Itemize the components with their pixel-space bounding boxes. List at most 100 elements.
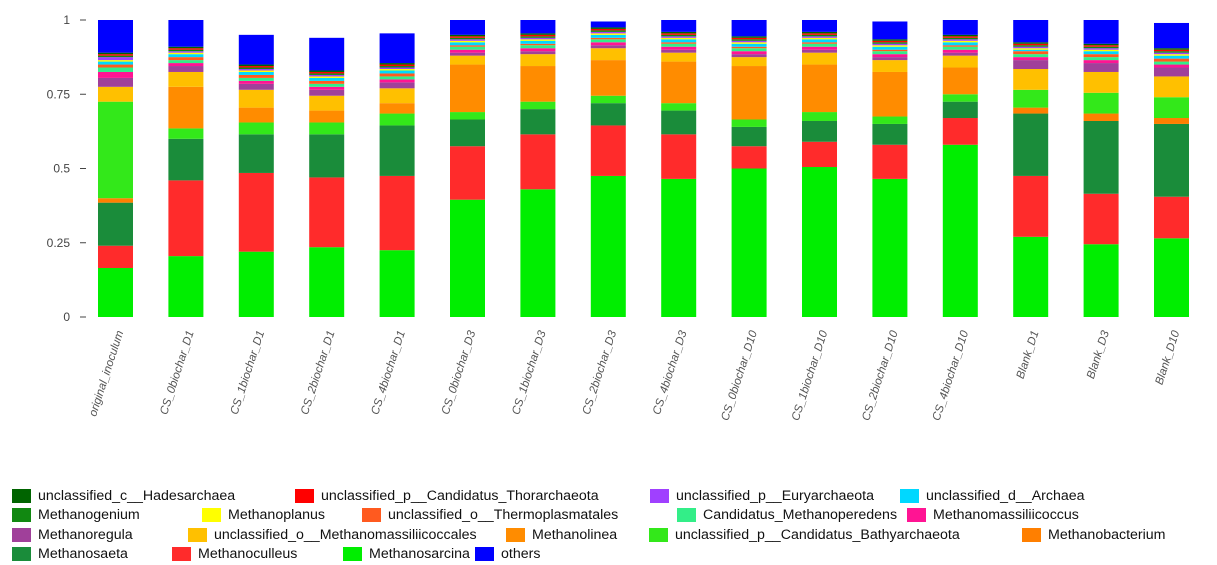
- bar-segment-unclassified-p-euryarchaeota: [942, 39, 978, 41]
- bar-segment-unclassified-p-euryarchaeota: [1083, 48, 1119, 50]
- bar-segment-unclassified-p-candidatus-bathyarchaeota: [379, 113, 415, 126]
- bar-segment-methanogenium: [661, 34, 697, 37]
- bar-segment-methanoculleus: [942, 118, 978, 145]
- bar-segment-unclassified-o-methanomassiliicoccales: [168, 71, 204, 87]
- bar-segment-candidatus-methanoperedens: [309, 83, 345, 87]
- bar-segment-unclassified-p-candidatus-bathyarchaeota: [520, 101, 556, 110]
- bar-segment-methanoplanus: [802, 37, 837, 40]
- bar-segment-candidatus-methanoperedens: [379, 76, 415, 80]
- bar-segment-unclassified-o-thermoplasmatales: [98, 64, 133, 68]
- bar-segment-methanoculleus: [238, 172, 274, 252]
- bar-segment-methanosarcina: [309, 247, 345, 317]
- bar-segment-others: [872, 21, 908, 40]
- bar-segment-candidatus-methanoperedens: [802, 43, 837, 47]
- bar-segment-methanoregula: [1013, 60, 1049, 70]
- bar-segment-methanobacterium: [1013, 107, 1049, 114]
- bar-segment-unclassified-d-archaea: [942, 42, 978, 46]
- legend-item-unclassified-p-candidatus-bathyarchaeota: unclassified_p__Candidatus_Bathyarchaeot…: [649, 527, 1022, 543]
- bar-segment-unclassified-o-thermoplasmatales: [1083, 54, 1119, 58]
- x-category-label: CS_4biochar_D10: [931, 329, 972, 423]
- bar-segment-methanoculleus: [802, 141, 837, 168]
- bar-stack-cs-2biochar-d10: [872, 21, 908, 317]
- legend-item-unclassified-o-methanomassiliicoccales: unclassified_o__Methanomassiliicoccales: [188, 527, 506, 543]
- x-category-label: CS_1biochar_D1: [229, 329, 267, 416]
- legend-swatch: [12, 527, 31, 542]
- legend-swatch: [1022, 527, 1041, 542]
- bar-segment-others: [942, 20, 978, 35]
- bar-segment-methanoculleus: [590, 125, 626, 176]
- bar-segment-methanoregula: [872, 57, 908, 61]
- bar-segment-unclassified-d-archaea: [802, 39, 837, 43]
- bar-segment-methanoregula: [168, 66, 204, 72]
- bar-segment-unclassified-o-thermoplasmatales: [168, 57, 204, 61]
- bar-segment-unclassified-o-thermoplasmatales: [520, 43, 556, 46]
- chart-legend: unclassified_c__Hadesarchaea unclassified…: [12, 486, 1212, 564]
- y-axis: 0 0.25 0.5 0.75 1: [47, 13, 86, 324]
- bar-segment-unclassified-p-candidatus-bathyarchaeota: [238, 122, 274, 135]
- bar-segment-methanoplanus: [520, 39, 556, 41]
- bar-segment-methanoregula: [590, 45, 626, 49]
- legend-item-unclassified-c-hadesarchaea: unclassified_c__Hadesarchaea: [12, 488, 295, 504]
- y-tick-label: 0: [63, 310, 70, 324]
- bar-segment-unclassified-o-methanomassiliicoccales: [661, 52, 697, 62]
- bar-segment-methanosaeta: [309, 134, 345, 178]
- bar-segment-unclassified-p-candidatus-thorarchaeota: [520, 34, 556, 37]
- bar-segment-methanogenium: [309, 73, 345, 75]
- bar-segment-methanolinea: [802, 64, 837, 113]
- bar-stack-blank-d1: [1013, 20, 1049, 317]
- bar-segment-methanomassiliicoccus: [309, 86, 345, 90]
- bar-segment-unclassified-p-candidatus-thorarchaeota: [1083, 45, 1119, 47]
- bar-segment-methanosaeta: [590, 103, 626, 126]
- bar-segment-candidatus-methanoperedens: [661, 43, 697, 47]
- bar-segment-methanosarcina: [731, 168, 767, 317]
- x-category-label: CS_2biochar_D10: [860, 329, 901, 423]
- bar-segment-others: [520, 20, 556, 34]
- bar-segment-methanosaeta: [168, 138, 204, 181]
- bar-segment-methanosarcina: [98, 267, 133, 317]
- bar-segment-others: [98, 20, 133, 53]
- bar-stack-cs-4biochar-d10: [942, 20, 978, 317]
- x-category-label: CS_0biochar_D10: [719, 329, 760, 423]
- bar-segment-unclassified-p-candidatus-bathyarchaeota: [309, 122, 345, 135]
- bar-segment-unclassified-o-thermoplasmatales: [238, 74, 274, 78]
- bar-segment-others: [309, 37, 345, 71]
- bar-segment-methanosaeta: [942, 101, 978, 119]
- bar-segment-candidatus-methanoperedens: [238, 77, 274, 81]
- bar-segment-methanoregula: [942, 52, 978, 56]
- legend-swatch: [295, 488, 314, 503]
- bar-segment-unclassified-p-euryarchaeota: [520, 37, 556, 40]
- bar-segment-unclassified-p-candidatus-thorarchaeota: [238, 66, 274, 68]
- bar-segment-unclassified-d-archaea: [1083, 51, 1119, 55]
- legend-label: unclassified_p__Candidatus_Thorarchaeota: [321, 487, 599, 504]
- x-category-label: Blank_D3: [1085, 329, 1112, 381]
- bar-segment-unclassified-c-hadesarchaea: [802, 31, 837, 34]
- bar-segment-unclassified-o-thermoplasmatales: [661, 42, 697, 44]
- bar-segment-unclassified-c-hadesarchaea: [450, 34, 485, 37]
- bar-segment-methanogenium: [238, 67, 274, 70]
- bar-segment-unclassified-p-euryarchaeota: [238, 69, 274, 71]
- x-category-label: CS_0biochar_D1: [158, 329, 196, 416]
- bar-segment-unclassified-p-candidatus-thorarchaeota: [309, 71, 345, 74]
- bar-segment-methanomassiliicoccus: [661, 46, 697, 50]
- bar-segment-methanomassiliicoccus: [168, 63, 204, 67]
- legend-swatch: [12, 488, 31, 503]
- bar-segment-methanomassiliicoccus: [590, 42, 626, 46]
- bar-segment-methanomassiliicoccus: [98, 71, 133, 78]
- bar-segment-methanoplanus: [98, 60, 133, 62]
- bar-segment-methanoplanus: [1083, 49, 1119, 52]
- bar-segment-methanosaeta: [731, 126, 767, 147]
- bar-segment-methanogenium: [1154, 51, 1189, 53]
- bar-segment-unclassified-o-methanomassiliicoccales: [1083, 71, 1119, 93]
- bar-segment-unclassified-o-methanomassiliicoccales: [98, 86, 133, 102]
- legend-swatch: [12, 508, 31, 523]
- bar-segment-unclassified-o-methanomassiliicoccales: [309, 95, 345, 111]
- bar-segment-unclassified-o-thermoplasmatales: [1013, 51, 1049, 55]
- bar-stack-original-inoculum: [98, 20, 133, 317]
- bar-segment-unclassified-p-candidatus-thorarchaeota: [450, 36, 485, 38]
- legend-label: Methanobacterium: [1048, 526, 1166, 543]
- legend-label: Methanosarcina: [369, 546, 470, 563]
- bar-segment-unclassified-d-archaea: [168, 54, 204, 58]
- y-tick-label: 0.25: [47, 236, 71, 250]
- x-category-label: Blank_D10: [1154, 329, 1183, 387]
- legend-item-methanomassiliicoccus: Methanomassiliicoccus: [907, 507, 1107, 523]
